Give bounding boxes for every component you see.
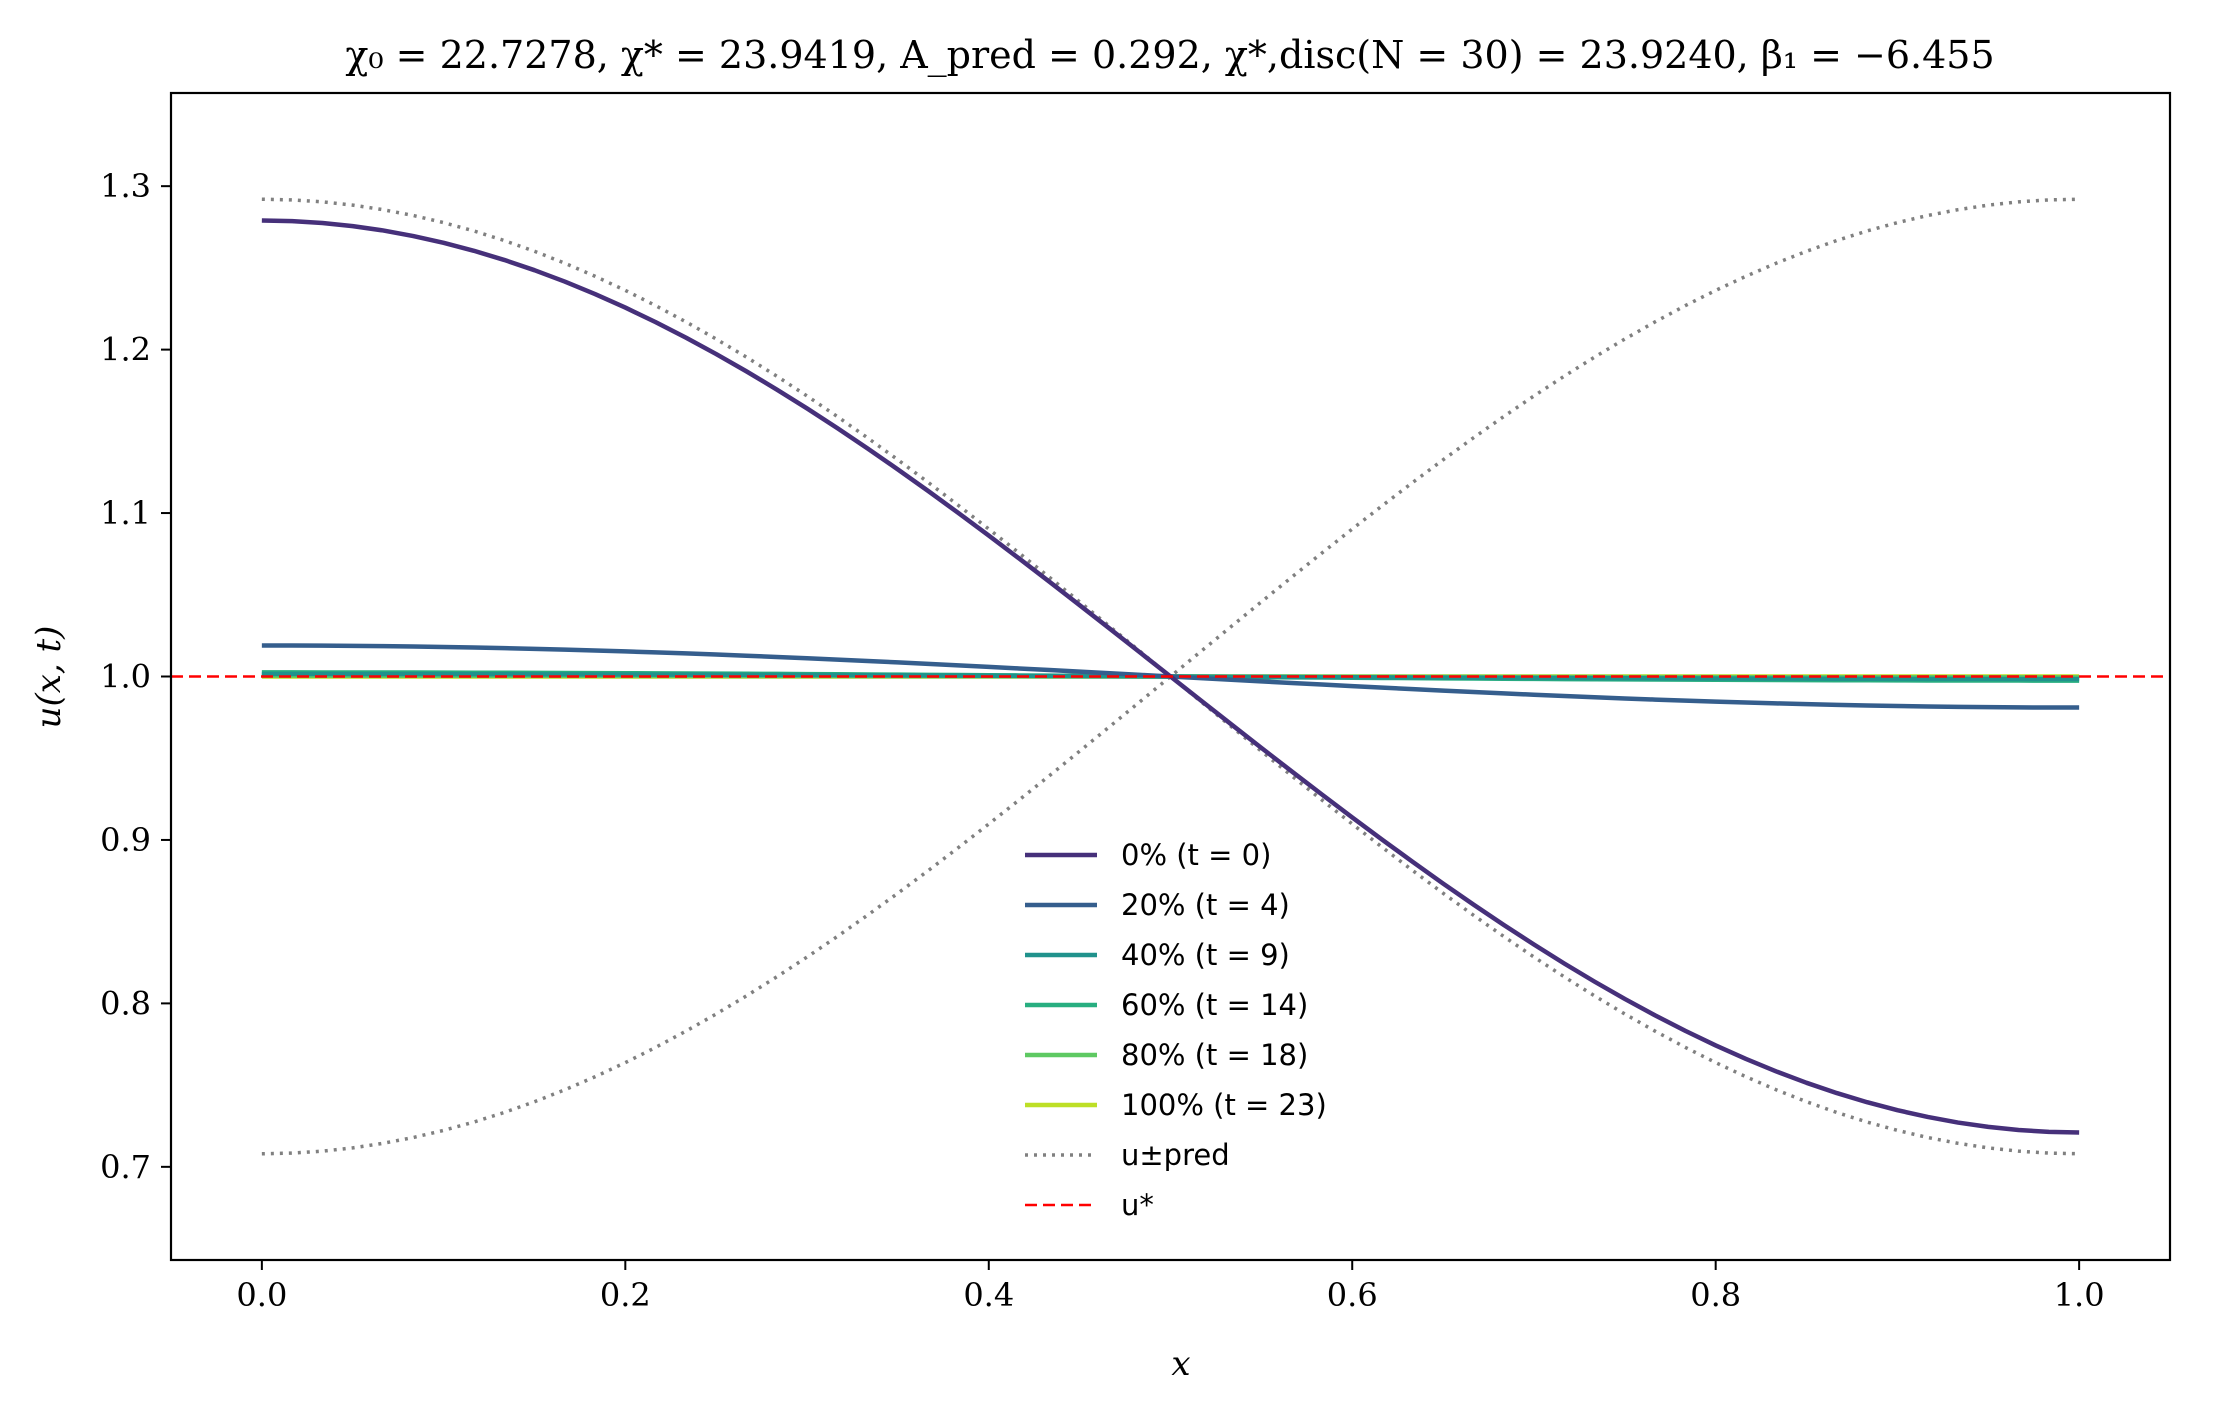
legend-label: 20% (t = 4) <box>1121 888 1290 922</box>
legend-label: 100% (t = 23) <box>1121 1088 1327 1122</box>
plot-area <box>171 197 2170 1156</box>
x-tick-label: 0.0 <box>236 1276 287 1314</box>
y-tick-label: 0.7 <box>100 1148 151 1186</box>
x-tick-label: 0.8 <box>1690 1276 1741 1314</box>
x-axis-label: x <box>1171 1344 1190 1384</box>
y-axis-label: u(x, t) <box>29 626 69 729</box>
y-tick-label: 1.0 <box>100 658 151 696</box>
y-axis: 0.7 0.8 0.9 1.0 1.1 1.2 1.3 <box>100 167 171 1186</box>
y-tick-label: 1.2 <box>100 331 151 369</box>
x-tick-label: 1.0 <box>2054 1276 2105 1314</box>
chart-title: χ₀ = 22.7278, χ* = 23.9419, A_pred = 0.2… <box>345 33 1994 78</box>
y-tick-label: 1.1 <box>100 494 151 532</box>
legend-label: 0% (t = 0) <box>1121 838 1271 872</box>
x-axis: 0.0 0.2 0.4 0.6 0.8 1.0 <box>236 1260 2105 1314</box>
legend-label: u* <box>1121 1188 1154 1222</box>
series-line-u-pred <box>261 197 2080 1156</box>
legend-label: 60% (t = 14) <box>1121 988 1308 1022</box>
legend-label: 80% (t = 18) <box>1121 1038 1308 1072</box>
y-tick-label: 0.8 <box>100 984 151 1022</box>
x-tick-label: 0.4 <box>963 1276 1014 1314</box>
x-tick-label: 0.6 <box>1327 1276 1378 1314</box>
y-tick-label: 0.9 <box>100 821 151 859</box>
legend-label: 40% (t = 9) <box>1121 938 1290 972</box>
legend-label: u±pred <box>1121 1138 1230 1172</box>
y-tick-label: 1.3 <box>100 167 151 205</box>
series-line-u-pred <box>261 197 2080 1156</box>
legend: 0% (t = 0) 20% (t = 4) 40% (t = 9) 60% (t =… <box>1025 838 1327 1222</box>
x-tick-label: 0.2 <box>600 1276 651 1314</box>
